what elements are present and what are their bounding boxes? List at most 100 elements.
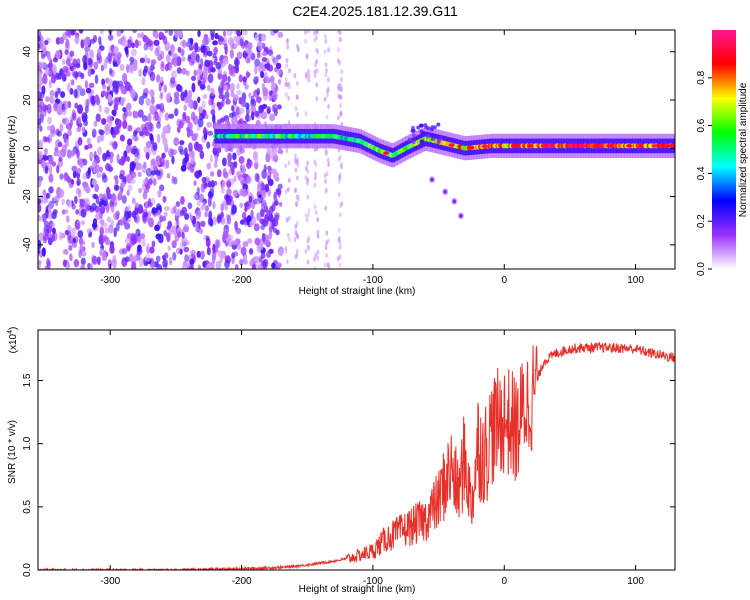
spectrogram-noise-cell	[182, 39, 187, 49]
spectrogram-noise-cell	[122, 112, 127, 122]
spectrogram-noise-cell	[268, 148, 275, 158]
spectrogram-noise-cell	[315, 30, 319, 34]
spectrogram-noise-cell	[306, 194, 310, 200]
spectrogram-noise-cell	[207, 98, 212, 107]
spectrogram-noise-cell	[304, 71, 308, 78]
spectrogram-noise-cell	[274, 214, 280, 222]
spectrogram-noise-cell	[41, 247, 46, 257]
spectrogram-noise-cell	[132, 255, 138, 263]
spectrogram-noise-cell	[212, 113, 216, 124]
spectrogram-noise-cell	[228, 112, 234, 118]
spectrogram-noise-cell	[204, 114, 209, 120]
spectrogram-noise-cell	[126, 39, 132, 49]
spectrogram-noise-cell	[155, 203, 162, 213]
spectrogram-noise-cell	[287, 177, 291, 183]
spectrogram-noise-cell	[294, 106, 298, 112]
spectrogram-noise-cell	[295, 94, 299, 100]
spectrogram-noise-cell	[295, 220, 299, 227]
spectrogram-noise-cell	[231, 43, 238, 50]
spectrogram-noise-cell	[99, 193, 104, 199]
spectrogram-noise-cell	[164, 63, 169, 72]
colorbar-tick-label: 0.0	[696, 262, 707, 276]
spectrogram-noise-cell	[46, 50, 51, 60]
spectrogram-noise-cell	[38, 83, 42, 92]
spectrogram-noise-cell	[168, 228, 173, 236]
spectrogram-noise-cell	[264, 63, 269, 69]
colorbar-tick-label: 0.6	[696, 118, 707, 132]
spectrogram-noise-cell	[315, 47, 319, 53]
spectrogram-noise-cell	[187, 202, 193, 210]
spectrogram-noise-cell	[50, 75, 57, 84]
spectrogram-noise-cell	[65, 215, 70, 223]
spectrogram-noise-cell	[284, 249, 288, 255]
spectrogram-noise-cell	[49, 90, 55, 98]
spectrogram-noise-cell	[80, 264, 86, 269]
spectrogram-noise-cell	[272, 30, 279, 34]
spectrogram-noise-cell	[337, 93, 341, 99]
snr-series-line	[38, 340, 675, 570]
spectrogram-noise-cell	[150, 59, 155, 69]
spectrogram-noise-cell	[138, 257, 144, 268]
spectrogram-noise-cell	[66, 149, 72, 159]
spectrogram-noise-cell	[231, 105, 235, 112]
spectrogram-noise-cell	[142, 191, 148, 200]
spectrogram-noise-cell	[235, 30, 241, 36]
spectrogram-band-core	[671, 143, 675, 149]
spectrogram-noise-cell	[129, 178, 136, 184]
colorbar-label: Normalized spectral amplitude	[738, 82, 749, 217]
spectrogram-noise-cell	[286, 186, 290, 192]
spectrogram-noise-cell	[62, 65, 69, 73]
spectrogram-noise-cell	[239, 147, 245, 154]
spectrogram-noise-cell	[258, 243, 264, 251]
spectrogram-noise-cell	[213, 46, 218, 55]
spectrogram-noise-cell	[254, 110, 260, 118]
spectrogram-noise-cell	[92, 221, 97, 231]
spectrogram-noise-cell	[339, 202, 343, 208]
spectrogram-noise-cell	[157, 209, 161, 218]
spectrogram-noise-cell	[314, 62, 317, 68]
spectrogram-noise-cell	[178, 145, 184, 153]
spectrogram-noise-cell	[127, 204, 132, 212]
x-tick-label: -300	[100, 275, 120, 286]
spectrogram-noise-cell	[188, 212, 192, 218]
spectrogram-noise-cell	[49, 95, 55, 104]
spectrogram-noise-cell	[264, 76, 271, 84]
spectrogram-noise-cell	[254, 33, 259, 42]
spectrogram-noise-cell	[277, 31, 284, 39]
spectrogram-noise-cell	[338, 36, 342, 43]
spectrogram-noise-cell	[45, 96, 50, 103]
spectrogram-noise-cell	[293, 156, 297, 163]
spectrogram-noise-cell	[71, 227, 76, 236]
spectrogram-noise-cell	[151, 96, 155, 105]
spectrogram-noise-cell	[316, 233, 320, 239]
spectrogram-noise-cell	[180, 91, 186, 102]
spectrogram-noise-cell	[205, 235, 210, 241]
spectrogram-noise-cell	[133, 157, 139, 165]
spectrogram-noise-cell	[229, 49, 234, 59]
spectrogram-noise-cell	[195, 53, 200, 63]
spectrogram-noise-cell	[94, 74, 99, 85]
spectrogram-noise-cell	[207, 180, 212, 188]
spectrogram-noise-cell	[162, 195, 167, 203]
spectrogram-noise-cell	[76, 178, 81, 186]
spectrogram-noise-cell	[74, 35, 80, 44]
spectrogram-noise-cell	[94, 94, 99, 104]
spectrogram-noise-cell	[260, 33, 267, 42]
spectrogram-noise-cell	[316, 229, 320, 235]
spectrogram-noise-cell	[207, 191, 213, 198]
spectrogram-noise-cell	[74, 195, 78, 205]
spectrogram-noise-cell	[66, 200, 73, 208]
spectrogram-noise-cell	[338, 212, 342, 218]
spectrogram-noise-cell	[243, 259, 248, 265]
spectrogram-noise-cell	[43, 148, 48, 155]
spectrogram-noise-cell	[141, 77, 146, 86]
spectrogram-noise-cell	[338, 82, 342, 88]
spectrogram-noise-cell	[117, 80, 124, 87]
spectrogram-noise-cell	[65, 30, 71, 36]
spectrogram-noise-cell	[181, 206, 188, 215]
spectrogram-noise-cell	[69, 150, 75, 157]
spectrogram-noise-cell	[231, 204, 237, 215]
y-tick-label: -20	[22, 189, 33, 204]
spectrogram-noise-cell	[46, 260, 51, 269]
spectrogram-marks	[38, 30, 675, 269]
